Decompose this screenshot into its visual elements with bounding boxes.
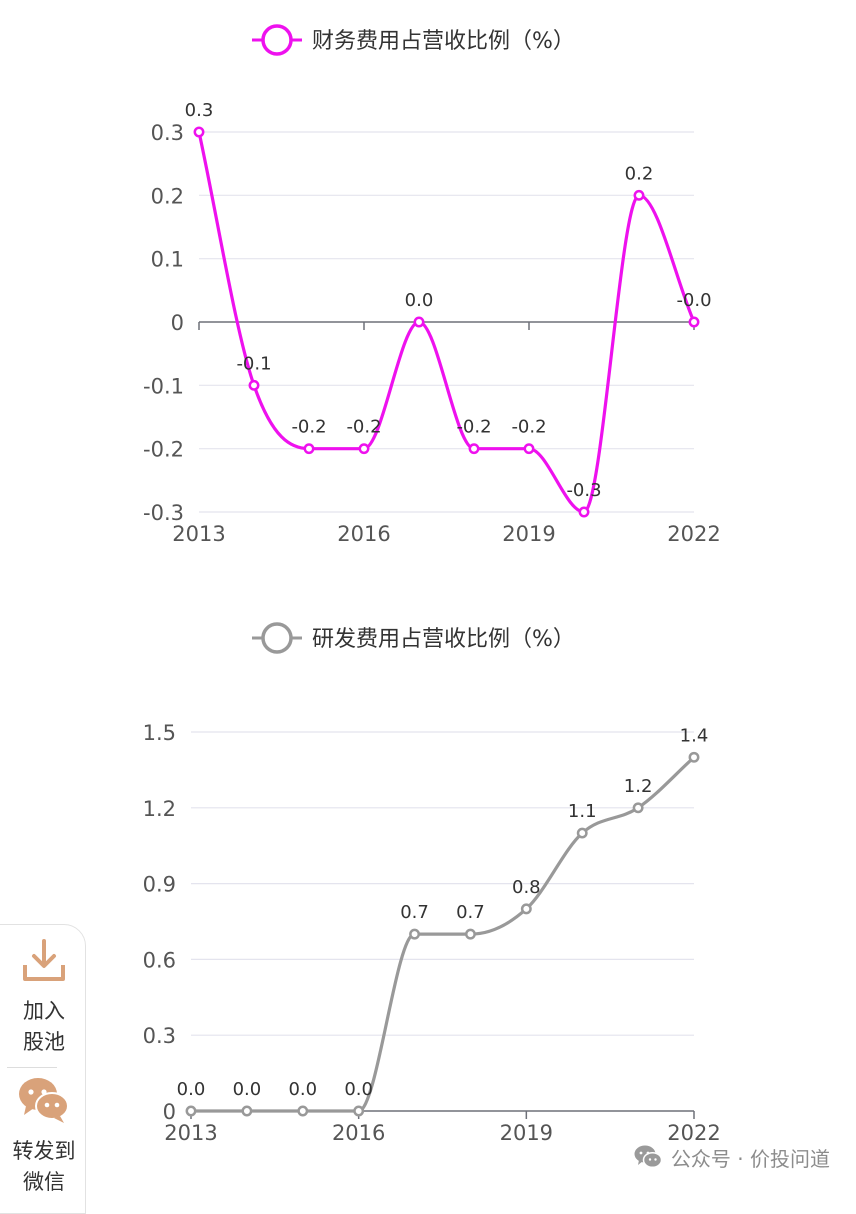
- data-label: 1.2: [624, 776, 653, 797]
- data-point: [297, 1105, 309, 1117]
- data-point: [633, 189, 645, 201]
- series-line: [197, 131, 696, 514]
- legend: 财务费用占营收比例（%）: [252, 24, 575, 56]
- y-tick-label: -0.2: [143, 438, 184, 462]
- add-to-pool-label: 加入股池: [23, 999, 65, 1054]
- x-tick-label: 2019: [500, 1121, 553, 1145]
- x-tick-label: 2016: [337, 522, 390, 546]
- data-point: [185, 1105, 197, 1117]
- x-tick-label: 2022: [667, 1121, 720, 1145]
- y-tick-label: 0.9: [143, 873, 176, 897]
- data-point: [353, 1105, 365, 1117]
- data-point: [413, 316, 425, 328]
- data-point: [468, 443, 480, 455]
- data-label: 0.3: [185, 100, 214, 121]
- data-point: [193, 126, 205, 138]
- y-tick-label: 0.1: [151, 248, 184, 272]
- data-label: 0.0: [344, 1079, 373, 1100]
- y-tick-label: 0.2: [151, 184, 184, 208]
- data-label: 0.7: [456, 902, 485, 923]
- chart-2: 研发费用占营收比例（%） 0 0.3 0.6 0.9 1.2 1.5 2013 2016 2019…: [143, 622, 721, 1145]
- legend-label: 财务费用占营收比例（%）: [312, 29, 575, 54]
- y-tick-label: 0.3: [143, 1024, 176, 1048]
- download-icon: [23, 939, 65, 981]
- side-panel: 加入股池 转发到微信: [0, 924, 86, 1214]
- data-label: -0.2: [346, 417, 381, 438]
- legend: 研发费用占营收比例（%）: [252, 622, 575, 654]
- data-point: [520, 903, 532, 915]
- x-tick-label: 2019: [502, 522, 555, 546]
- data-point: [523, 443, 535, 455]
- data-label: 0.2: [625, 163, 654, 184]
- watermark: 公众号 · 价投问道: [633, 1140, 830, 1174]
- y-tick-label: 0.6: [143, 948, 176, 972]
- chart-1: 财务费用占营收比例（%） -0.3 -0.2 -0.1 0 0.1 0.2 0.3 2013 20…: [143, 24, 721, 546]
- data-label: 1.1: [568, 801, 597, 822]
- y-tick-label: -0.1: [143, 374, 184, 398]
- data-label: 0.0: [405, 290, 434, 311]
- data-point: [409, 928, 421, 940]
- data-point: [248, 379, 260, 391]
- x-tick-label: 2013: [172, 522, 225, 546]
- data-point: [464, 928, 476, 940]
- data-point: [576, 827, 588, 839]
- y-tick-label: 0: [171, 311, 184, 335]
- data-label: 0.7: [400, 902, 429, 923]
- data-label: -0.2: [291, 417, 326, 438]
- y-tick-label: 1.5: [143, 721, 176, 745]
- data-label: 0.0: [177, 1079, 206, 1100]
- data-point: [578, 506, 590, 518]
- y-tick-label: 1.2: [143, 797, 176, 821]
- side-panel-divider: [7, 1067, 57, 1068]
- data-label: 1.4: [680, 725, 709, 746]
- legend-marker: [261, 622, 293, 654]
- data-point: [688, 316, 700, 328]
- series-line: [191, 756, 696, 1113]
- watermark-text: 公众号 · 价投问道: [670, 1146, 830, 1171]
- data-label: -0.0: [676, 290, 711, 311]
- wechat-icon: [634, 1145, 663, 1169]
- x-tick-label: 2022: [667, 522, 720, 546]
- data-point: [303, 443, 315, 455]
- data-label: -0.2: [456, 417, 491, 438]
- legend-label: 研发费用占营收比例（%）: [312, 627, 575, 652]
- share-to-wechat-button[interactable]: 转发到微信: [1, 1075, 87, 1198]
- data-label: -0.3: [566, 480, 601, 501]
- data-label: -0.1: [236, 353, 271, 374]
- data-label: 0.0: [288, 1079, 317, 1100]
- x-tick-label: 2013: [164, 1121, 217, 1145]
- data-point: [632, 802, 644, 814]
- add-to-pool-button[interactable]: 加入股池: [1, 935, 87, 1058]
- data-label: 0.0: [233, 1079, 262, 1100]
- data-label: -0.2: [511, 417, 546, 438]
- y-tick-label: -0.3: [143, 501, 184, 525]
- y-tick-label: 0.3: [151, 121, 184, 145]
- wechat-icon: [19, 1078, 69, 1123]
- y-tick-label: 0: [163, 1100, 176, 1124]
- x-tick-label: 2016: [332, 1121, 385, 1145]
- data-label: 0.8: [512, 877, 541, 898]
- data-point: [688, 751, 700, 763]
- share-to-wechat-label: 转发到微信: [12, 1139, 76, 1194]
- legend-marker: [261, 24, 293, 56]
- data-point: [358, 443, 370, 455]
- data-point: [241, 1105, 253, 1117]
